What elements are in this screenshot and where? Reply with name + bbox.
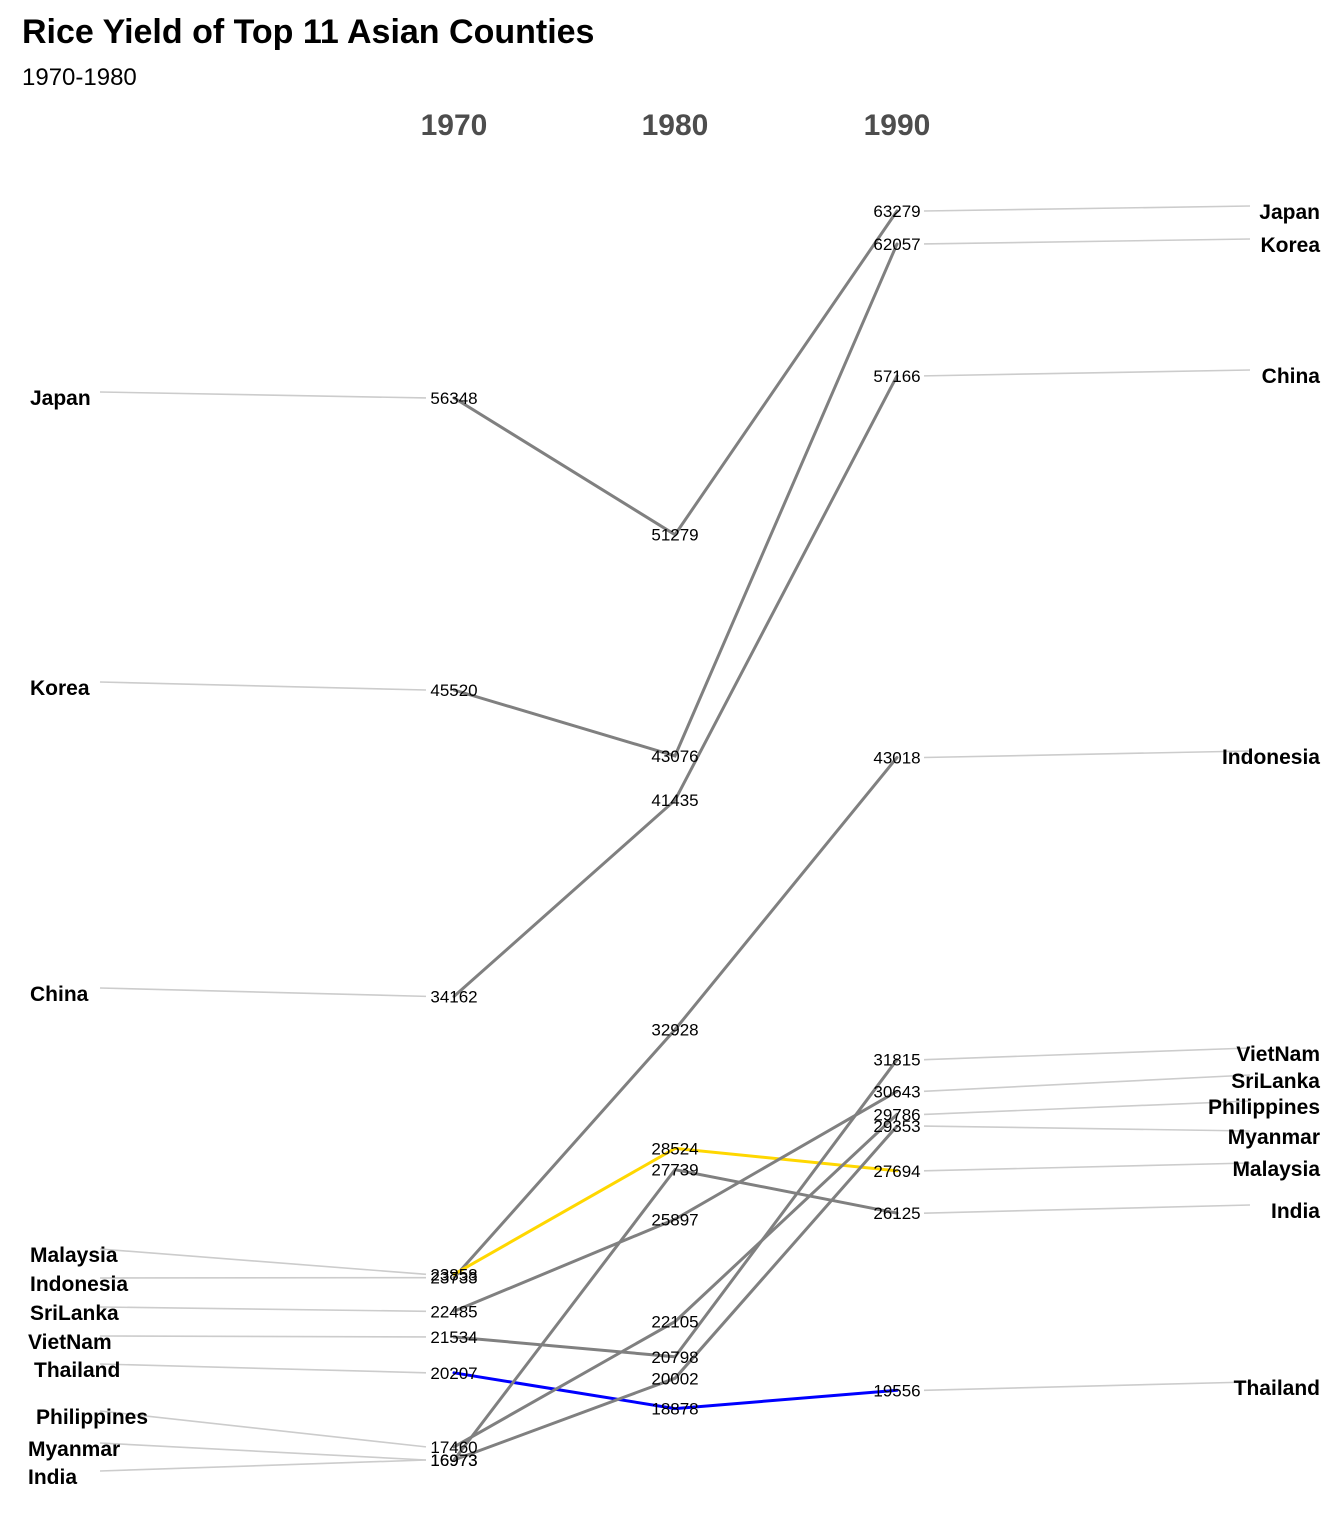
country-label-right-malaysia: Malaysia <box>1232 1158 1320 1181</box>
value-label-philippines-1970: 17460 <box>430 1438 477 1457</box>
value-label-japan-1980: 51279 <box>651 526 698 545</box>
slope-lines <box>452 209 899 1462</box>
leader-line-right-thailand <box>923 1381 1251 1392</box>
value-label-malaysia-1990: 27694 <box>873 1162 920 1181</box>
country-label-left-myanmar: Myanmar <box>28 1438 120 1461</box>
country-label-left-thailand: Thailand <box>34 1359 120 1382</box>
country-label-right-korea: Korea <box>1260 234 1320 257</box>
country-label-left-indonesia: Indonesia <box>30 1273 128 1296</box>
slope-line-indonesia <box>452 756 899 1280</box>
value-label-india-1970: 16973 <box>430 1451 477 1470</box>
value-labels: 56348 51279 63279 45520 43076 62057 34162 41435… <box>430 202 920 1470</box>
value-label-china-1970: 34162 <box>430 987 477 1006</box>
value-label-malaysia-1970: 23858 <box>430 1265 477 1284</box>
country-label-right-myanmar: Myanmar <box>1228 1126 1320 1149</box>
year-label-1990: 1990 <box>864 109 931 142</box>
value-label-china-1990: 57166 <box>873 367 920 386</box>
leader-line-right-japan <box>923 205 1251 212</box>
value-label-india-1990: 26125 <box>873 1204 920 1223</box>
leader-line-right-philippines <box>923 1100 1251 1116</box>
value-label-korea-1980: 43076 <box>651 747 698 766</box>
leader-line-left-china <box>99 987 427 998</box>
value-label-philippines-1980: 22105 <box>651 1313 698 1332</box>
value-label-japan-1970: 56348 <box>430 389 477 408</box>
country-label-left-srilanka: SriLanka <box>30 1302 119 1325</box>
slope-line-china <box>452 374 899 998</box>
value-label-japan-1990: 63279 <box>873 202 920 221</box>
country-label-right-china: China <box>1262 365 1321 388</box>
country-label-left-malaysia: Malaysia <box>30 1244 118 1267</box>
leader-lines <box>99 205 1251 1472</box>
year-label-1980: 1980 <box>642 109 709 142</box>
country-labels-right: Japan Korea China Indonesia VietNam SriLanka P… <box>1208 201 1320 1400</box>
chart-title: Rice Yield of Top 11 Asian Counties <box>22 13 594 51</box>
leader-line-left-srilanka <box>99 1306 427 1313</box>
leader-line-left-korea <box>99 681 427 691</box>
leader-line-left-myanmar <box>99 1442 427 1461</box>
country-label-left-philippines: Philippines <box>36 1406 148 1429</box>
value-label-myanmar-1970: 16973 <box>430 1451 477 1470</box>
slope-line-thailand <box>452 1371 899 1411</box>
leader-line-left-philippines <box>99 1410 427 1448</box>
value-label-thailand-1970: 20207 <box>430 1364 477 1383</box>
leader-line-right-korea <box>923 238 1251 245</box>
slope-line-india <box>452 1167 899 1462</box>
value-label-thailand-1980: 18878 <box>651 1400 698 1419</box>
leader-line-left-malaysia <box>99 1248 427 1276</box>
value-label-malaysia-1980: 28524 <box>651 1139 698 1158</box>
country-label-right-india: India <box>1271 1200 1320 1223</box>
slope-line-japan <box>452 209 899 537</box>
leader-line-right-india <box>923 1204 1251 1214</box>
value-label-thailand-1990: 19556 <box>873 1381 920 1400</box>
leader-line-right-vietnam <box>923 1047 1251 1061</box>
country-label-left-korea: Korea <box>30 677 90 700</box>
slope-line-vietnam <box>452 1058 899 1359</box>
value-label-srilanka-1980: 25897 <box>651 1210 698 1229</box>
leader-line-right-srilanka <box>923 1074 1251 1093</box>
country-label-right-philippines: Philippines <box>1208 1096 1320 1119</box>
year-label-1970: 1970 <box>421 109 488 142</box>
slope-line-korea <box>452 242 899 758</box>
leader-line-right-china <box>923 369 1251 377</box>
value-label-myanmar-1990: 29353 <box>873 1117 920 1136</box>
slope-line-srilanka <box>452 1089 899 1313</box>
value-label-myanmar-1980: 20002 <box>651 1369 698 1388</box>
leader-line-right-myanmar <box>923 1125 1251 1132</box>
slope-line-malaysia <box>452 1146 899 1276</box>
value-label-indonesia-1990: 43018 <box>873 749 920 768</box>
value-label-philippines-1990: 29786 <box>873 1105 920 1124</box>
value-label-china-1980: 41435 <box>651 791 698 810</box>
leader-line-left-india <box>99 1459 427 1472</box>
country-label-right-srilanka: SriLanka <box>1231 1070 1320 1093</box>
country-label-right-thailand: Thailand <box>1234 1377 1320 1400</box>
value-label-srilanka-1970: 22485 <box>430 1302 477 1321</box>
country-label-right-vietnam: VietNam <box>1236 1043 1320 1066</box>
value-label-korea-1970: 45520 <box>430 681 477 700</box>
country-label-right-indonesia: Indonesia <box>1222 746 1320 769</box>
country-label-left-japan: Japan <box>30 387 91 410</box>
country-label-left-india: India <box>28 1466 77 1489</box>
slope-line-philippines <box>452 1112 899 1449</box>
leader-line-right-malaysia <box>923 1162 1251 1172</box>
value-label-vietnam-1970: 21534 <box>430 1328 477 1347</box>
slope-line-myanmar <box>452 1124 899 1462</box>
leader-line-left-japan <box>99 391 427 399</box>
value-label-india-1980: 27739 <box>651 1161 698 1180</box>
value-label-srilanka-1990: 30643 <box>873 1082 920 1101</box>
country-label-left-china: China <box>30 983 89 1006</box>
country-label-right-japan: Japan <box>1259 201 1320 224</box>
country-labels-left: Japan Korea China Malaysia Indonesia SriLanka… <box>28 387 148 1489</box>
leader-line-left-thailand <box>99 1363 427 1374</box>
value-label-vietnam-1990: 31815 <box>873 1051 920 1070</box>
leader-line-left-vietnam <box>99 1335 427 1338</box>
year-labels: 1970 1980 1990 <box>421 109 931 142</box>
value-label-indonesia-1970: 23733 <box>430 1269 477 1288</box>
chart-subtitle: 1970-1980 <box>22 64 137 91</box>
value-label-vietnam-1980: 20798 <box>651 1348 698 1367</box>
value-label-indonesia-1980: 32928 <box>651 1021 698 1040</box>
leader-line-right-indonesia <box>923 750 1251 759</box>
value-label-korea-1990: 62057 <box>873 235 920 254</box>
country-label-left-vietnam: VietNam <box>28 1331 112 1354</box>
